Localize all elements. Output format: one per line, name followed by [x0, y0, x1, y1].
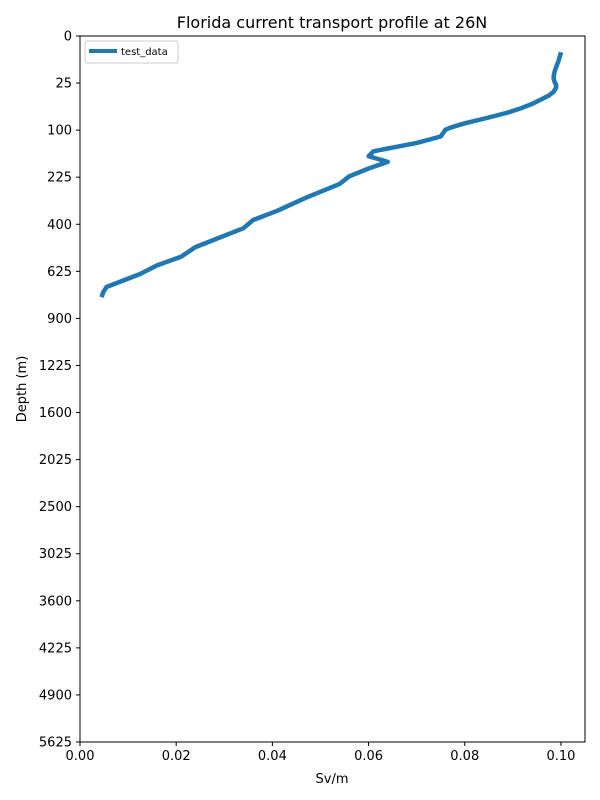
y-axis: 0 25 100 225 400 625 900 1225 1600 2025 2500 3025 36…	[39, 30, 80, 751]
y-tick-label: 400	[47, 218, 72, 233]
legend-entry-test-data: test_data	[121, 47, 168, 58]
x-tick-label: 0.06	[354, 749, 383, 764]
y-tick-label: 25	[55, 77, 72, 92]
y-tick-label: 2500	[39, 500, 72, 515]
x-tick-label: 0.02	[162, 749, 191, 764]
y-tick-label: 4225	[39, 641, 72, 656]
plot-frame	[79, 35, 586, 743]
y-tick-label: 2025	[39, 453, 72, 468]
x-tick-label: 0.04	[258, 749, 287, 764]
y-axis-label: Depth (m)	[15, 356, 30, 423]
x-tick-label: 0.08	[450, 749, 479, 764]
x-axis-label: Sv/m	[316, 772, 349, 787]
y-tick-label: 900	[47, 312, 72, 327]
y-tick-label: 5625	[39, 736, 72, 751]
series-layer	[99, 51, 564, 298]
x-tick-label: 0.00	[66, 749, 95, 764]
y-tick-label: 100	[47, 124, 72, 139]
y-tick-label: 1600	[39, 406, 72, 421]
y-tick-label: 4900	[39, 688, 72, 703]
y-tick-label: 225	[47, 171, 72, 186]
legend: test_data	[84, 40, 179, 64]
plot-background	[80, 36, 585, 742]
series-line-0	[99, 51, 564, 298]
x-axis: 0.00 0.02 0.04 0.06 0.08 0.10	[66, 742, 575, 764]
chart-title: Florida current transport profile at 26N	[177, 13, 487, 32]
y-tick-label: 0	[64, 30, 72, 45]
x-tick-label: 0.10	[546, 749, 575, 764]
y-tick-label: 1225	[39, 359, 72, 374]
plot-area	[79, 35, 586, 743]
y-tick-label: 3025	[39, 547, 72, 562]
y-tick-label: 3600	[39, 594, 72, 609]
legend-box	[84, 40, 179, 64]
y-tick-label: 625	[47, 265, 72, 280]
